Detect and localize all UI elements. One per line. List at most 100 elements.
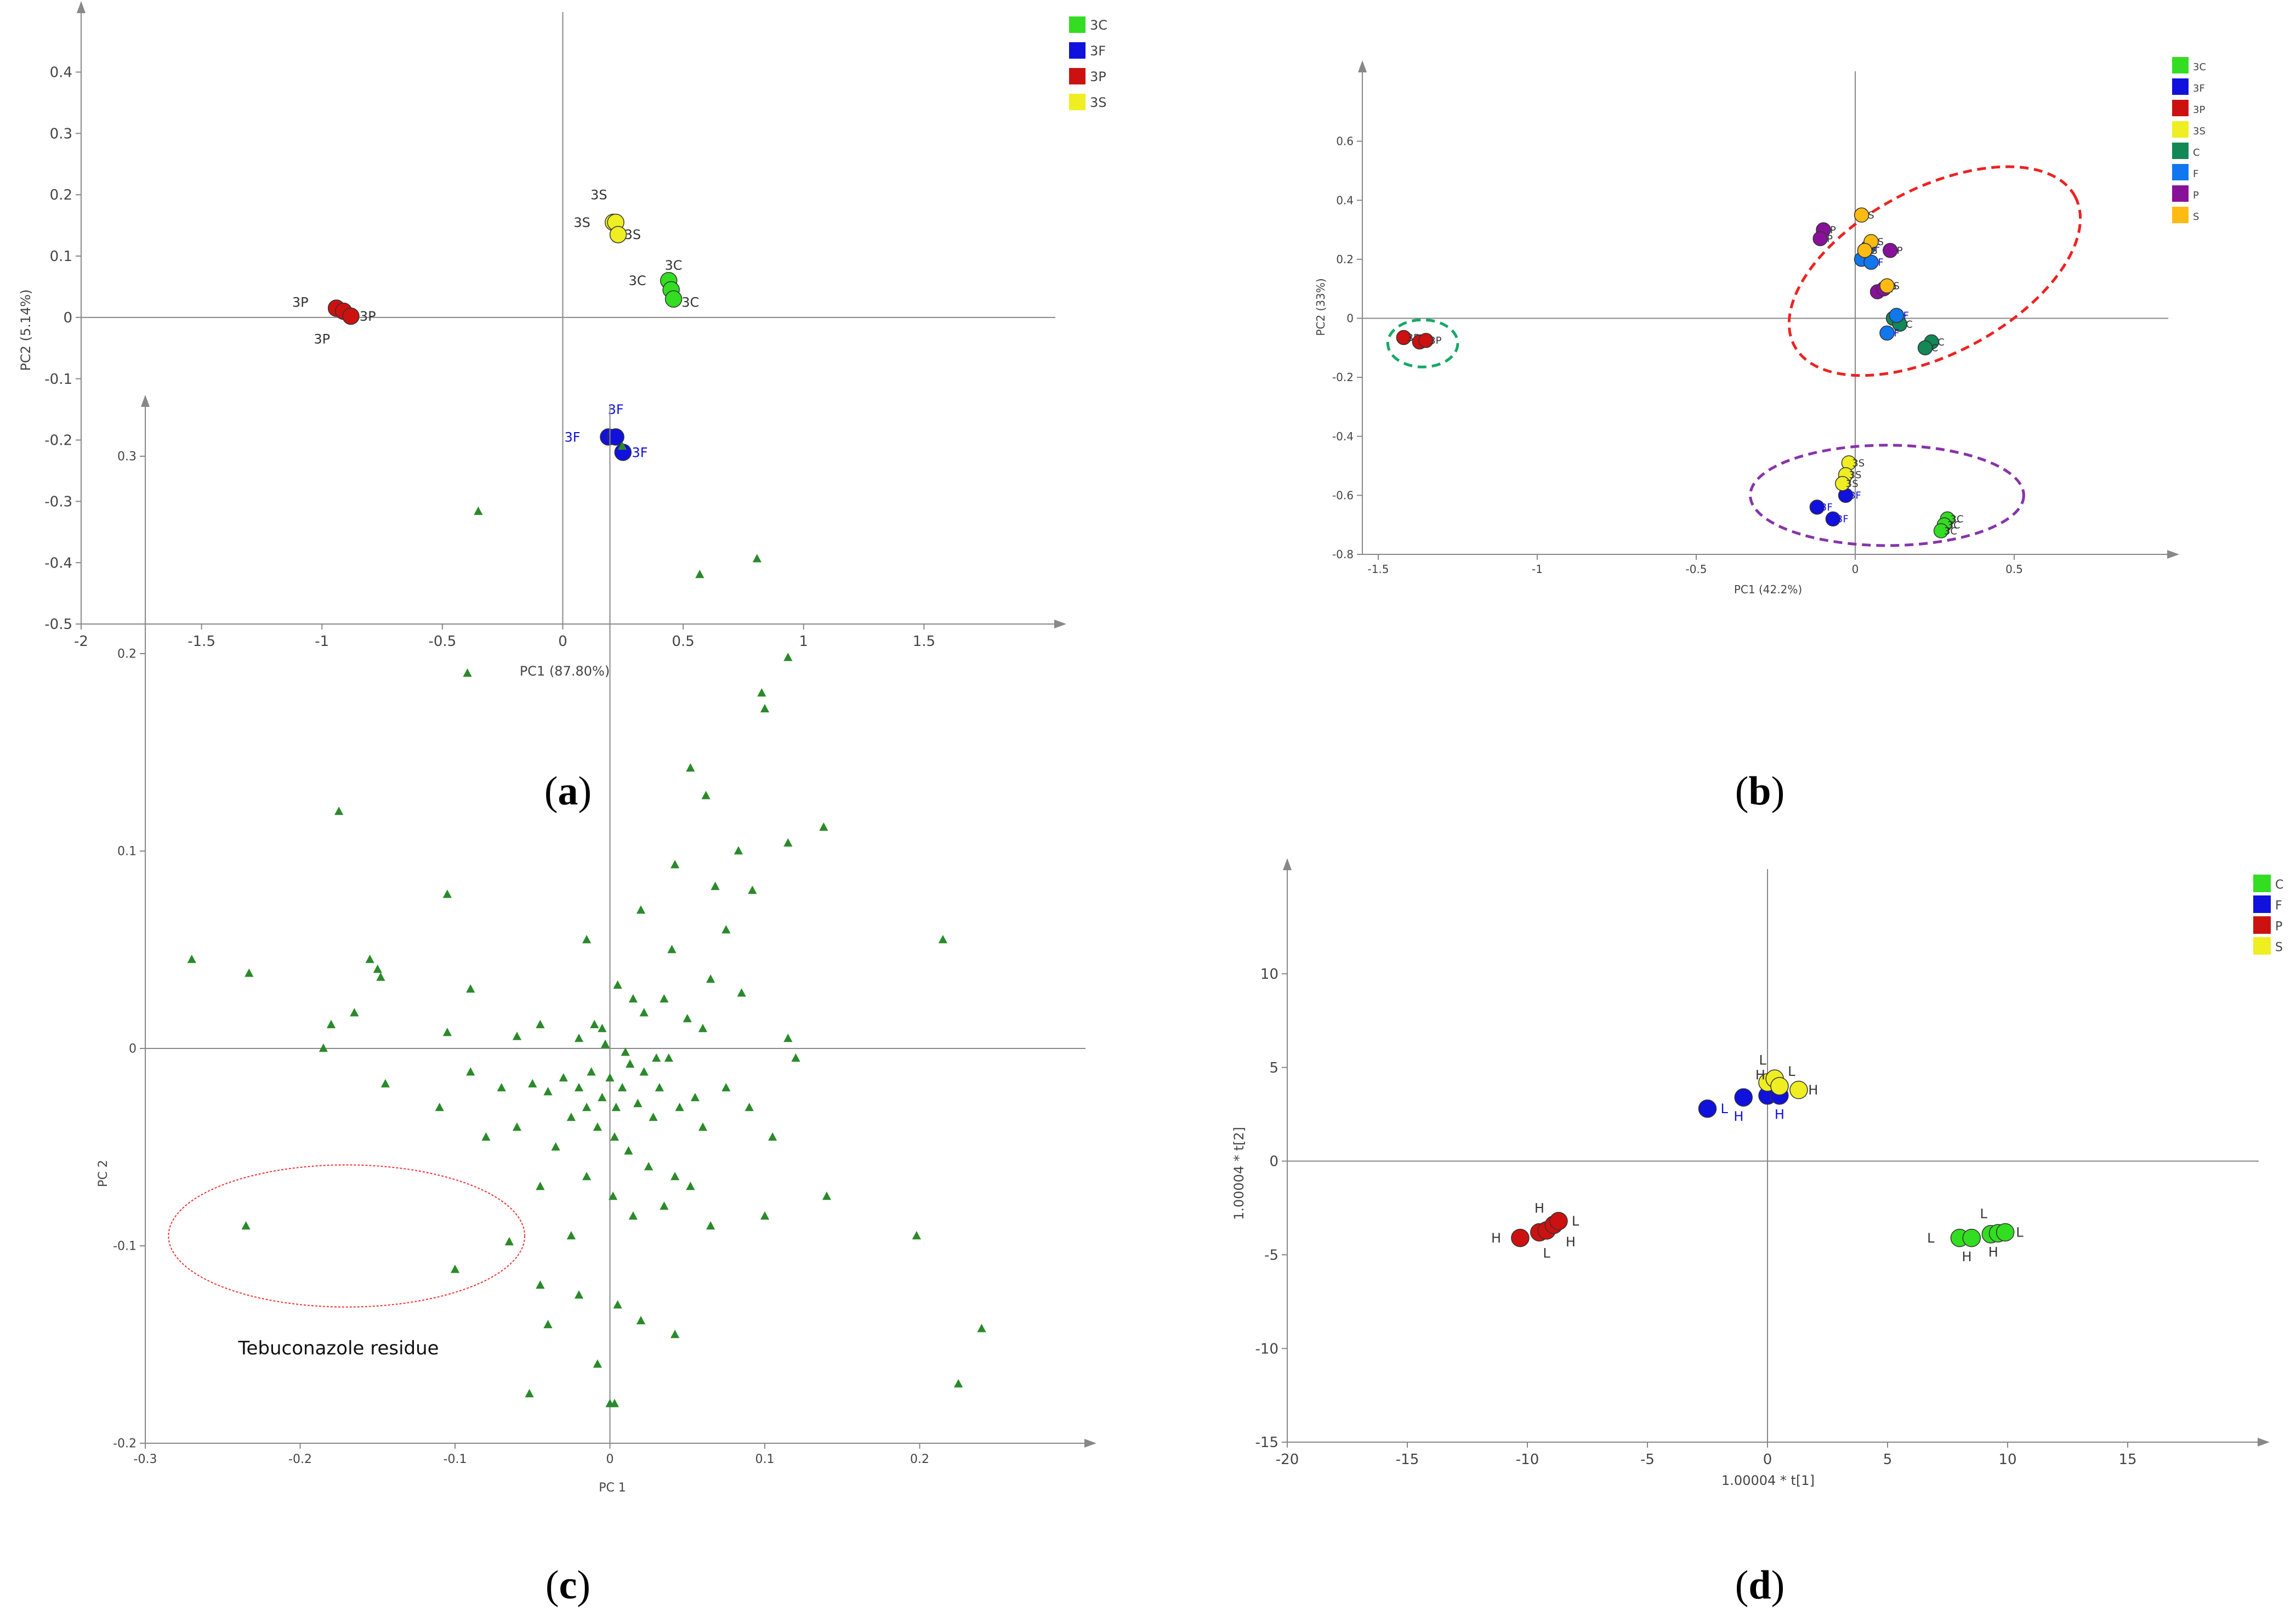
data-point xyxy=(644,1162,653,1171)
legend-label: P xyxy=(2275,920,2282,934)
data-label: H xyxy=(1566,1234,1576,1250)
data-point xyxy=(639,1067,649,1076)
data-point xyxy=(783,1034,793,1042)
data-label: 3C xyxy=(1947,519,1960,531)
data-point xyxy=(621,1047,630,1056)
data-point xyxy=(474,506,483,515)
x-tick-label: -1.5 xyxy=(187,633,215,650)
x-tick-label: -2 xyxy=(74,633,88,650)
y-axis-label: PC2 (33%) xyxy=(1314,278,1327,336)
data-label: 3C xyxy=(1944,525,1957,537)
data-point xyxy=(757,688,766,697)
data-point xyxy=(660,994,669,1003)
legend-swatch xyxy=(2172,100,2189,116)
data-label: 3S xyxy=(1852,457,1865,469)
panel-label-a: (a) xyxy=(544,769,592,814)
data-point xyxy=(187,955,196,963)
legend-swatch xyxy=(1069,42,1086,59)
data-point xyxy=(512,1122,522,1131)
data-point xyxy=(1996,1223,2015,1242)
data-point xyxy=(1396,330,1412,345)
data-label: 3C xyxy=(681,294,699,310)
data-point xyxy=(670,1330,680,1339)
data-point xyxy=(667,945,677,954)
data-point xyxy=(652,1053,661,1062)
data-point xyxy=(376,972,385,981)
data-point xyxy=(435,1103,444,1111)
data-point xyxy=(721,1083,731,1092)
data-point xyxy=(698,1122,708,1131)
data-label: H xyxy=(1535,1200,1544,1216)
legend-swatch xyxy=(2253,937,2271,955)
x-tick-label: 0 xyxy=(1852,563,1859,576)
legend-label: C xyxy=(2193,147,2200,158)
y-tick-label: -0.5 xyxy=(44,616,72,633)
data-label: H xyxy=(1962,1249,1972,1264)
data-point xyxy=(536,1019,545,1029)
data-point xyxy=(1879,278,1895,294)
data-label: 3F xyxy=(565,429,581,445)
data-point xyxy=(1857,242,1873,258)
data-point xyxy=(745,1103,754,1111)
data-label: L xyxy=(1543,1245,1550,1261)
data-point xyxy=(626,1059,635,1068)
data-point xyxy=(574,1083,584,1092)
data-label: L xyxy=(1759,1052,1767,1068)
x-tick-label: 0.1 xyxy=(755,1453,775,1466)
data-point xyxy=(636,1315,646,1325)
data-point xyxy=(760,1211,770,1220)
data-label: L xyxy=(1927,1230,1935,1246)
data-point xyxy=(607,428,624,446)
data-label: H xyxy=(1755,1068,1765,1083)
data-point xyxy=(664,1053,673,1062)
data-label: 3C xyxy=(665,258,683,273)
legend-swatch xyxy=(2172,185,2189,202)
data-point xyxy=(365,955,374,963)
data-label: F xyxy=(1874,242,1880,254)
data-point xyxy=(326,1019,336,1029)
legend-label: S xyxy=(2193,211,2199,223)
data-point xyxy=(675,1103,684,1111)
data-point xyxy=(241,1221,251,1230)
x-axis-label: PC1 (87.80%) xyxy=(520,663,610,679)
x-tick-label: -0.5 xyxy=(1685,563,1707,576)
data-point xyxy=(605,1073,615,1082)
data-label: L xyxy=(1720,1101,1728,1116)
legend-swatch xyxy=(1069,94,1086,110)
data-point xyxy=(528,1079,537,1088)
legend-swatch xyxy=(2172,207,2189,223)
data-point xyxy=(752,554,761,563)
data-point xyxy=(1734,1088,1753,1107)
data-label: 3F xyxy=(632,445,648,460)
data-point xyxy=(587,1067,596,1076)
x-tick-label: -1.5 xyxy=(1367,563,1389,576)
panel-label-b: (b) xyxy=(1735,769,1784,814)
data-point xyxy=(660,1201,669,1210)
data-point xyxy=(711,881,720,891)
panel-label-c: (c) xyxy=(545,1563,590,1608)
legend-label: 3F xyxy=(1090,43,1106,59)
y-tick-label: 0 xyxy=(63,310,72,326)
data-point xyxy=(590,1019,599,1029)
data-label: H xyxy=(1741,1088,1751,1103)
data-point xyxy=(624,1146,633,1155)
data-point xyxy=(664,290,683,308)
data-label: 3S xyxy=(573,215,590,230)
y-tick-label: -0.2 xyxy=(113,1437,137,1451)
x-tick-label: 10 xyxy=(1998,1451,2016,1468)
x-tick-label: -0.1 xyxy=(444,1453,467,1466)
y-tick-label: 10 xyxy=(1260,966,1278,983)
data-label: P xyxy=(1830,224,1836,236)
legend-swatch xyxy=(2253,875,2271,892)
legend-label: 3P xyxy=(1090,69,1106,84)
legend-swatch xyxy=(1069,68,1086,84)
cluster-ellipse xyxy=(1386,318,1459,368)
data-point xyxy=(686,763,695,772)
y-tick-label: 0.6 xyxy=(1336,135,1354,148)
x-tick-label: 0 xyxy=(558,633,567,650)
x-axis-label: 1.00004 * t[1] xyxy=(1721,1473,1815,1488)
legend-swatch xyxy=(2253,916,2271,934)
data-point xyxy=(504,1237,514,1246)
y-tick-label: 0.4 xyxy=(50,65,72,81)
x-tick-label: -15 xyxy=(1396,1451,1419,1468)
